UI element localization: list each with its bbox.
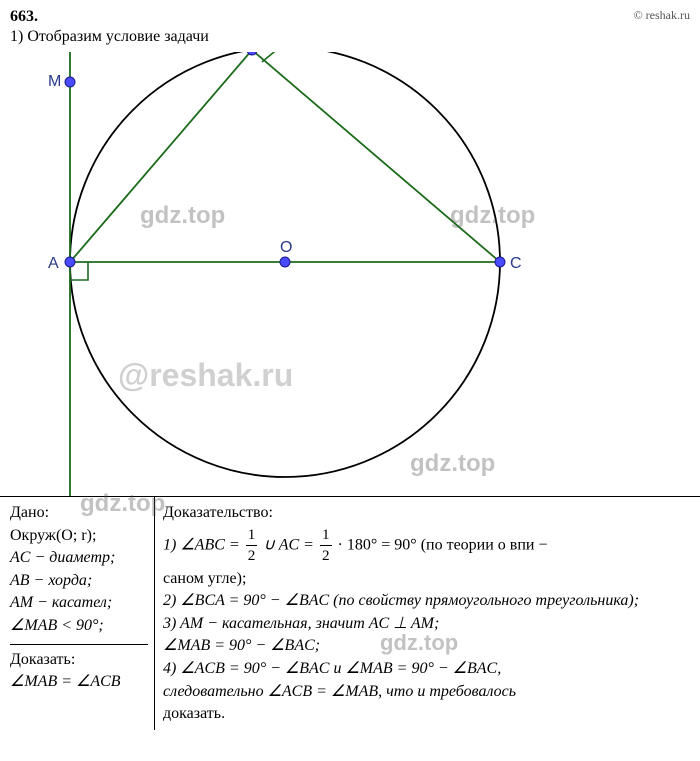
proof-text: 1) ∠ABC =	[163, 536, 244, 553]
watermark-gdz-3: gdz.top	[410, 450, 495, 478]
page: 663. © reshak.ru 1) Отобразим условие за…	[0, 0, 700, 761]
watermark-gdz-4: gdz.top	[80, 490, 165, 518]
chord-BC	[252, 52, 500, 262]
site-credit: © reshak.ru	[634, 8, 690, 26]
fraction: 1 2	[246, 525, 258, 567]
point-M	[65, 77, 75, 87]
point-C	[495, 257, 505, 267]
proof-text: · 180° = 90° (по теории о впи −	[338, 536, 548, 553]
geometry-diagram: M B A O C gdz.top gdz.top gdz.top @resha…	[0, 52, 700, 496]
problem-number: 663.	[10, 8, 38, 26]
proof-step-2: 2) ∠BCA = 90° − ∠BAC (по свойству прямоу…	[163, 590, 694, 612]
given-block: Дано: Окруж(O; r); AC − диаметр; AB − хо…	[10, 502, 148, 645]
fraction: 1 2	[320, 525, 332, 567]
given-line: AM − касател;	[10, 592, 148, 614]
frac-den: 2	[320, 546, 332, 567]
prove-statement: ∠MAB = ∠ACB	[10, 671, 148, 693]
proof-section: Дано: Окруж(O; r); AC − диаметр; AB − хо…	[0, 496, 700, 730]
point-O	[280, 257, 290, 267]
diagram-svg: M B A O C	[0, 52, 700, 496]
label-C: C	[510, 255, 522, 272]
proof-step-3a: 3) AM − касательная, значит AC ⊥ AM;	[163, 613, 694, 635]
label-A: A	[48, 255, 59, 272]
proof-step-3b: ∠MAB = 90° − ∠BAC;	[163, 635, 694, 657]
proof-step-4a: 4) ∠ACB = 90° − ∠BAC и ∠MAB = 90° − ∠BAC…	[163, 658, 694, 680]
given-line: ∠MAB < 90°;	[10, 615, 148, 637]
frac-den: 2	[246, 546, 258, 567]
proof-column: Доказательство: 1) ∠ABC = 1 2 ∪ AC = 1 2…	[155, 497, 700, 730]
proof-step-4b: следовательно ∠ACB = ∠MAB, что и требова…	[163, 681, 694, 703]
proof-title: Доказательство:	[163, 502, 694, 524]
point-A	[65, 257, 75, 267]
proof-text: ∪ AC =	[263, 536, 318, 553]
given-line: AB − хорда;	[10, 570, 148, 592]
proof-step-1b: саном угле);	[163, 568, 694, 590]
watermark-gdz-2: gdz.top	[450, 202, 535, 230]
watermark-reshak: @reshak.ru	[118, 357, 293, 394]
watermark-gdz-1: gdz.top	[140, 202, 225, 230]
given-line: AC − диаметр;	[10, 547, 148, 569]
frac-num: 1	[320, 525, 332, 547]
prove-title: Доказать:	[10, 649, 148, 671]
frac-num: 1	[246, 525, 258, 547]
proof-step-1: 1) ∠ABC = 1 2 ∪ AC = 1 2 · 180° = 90° (п…	[163, 525, 694, 567]
right-angle-B	[262, 52, 274, 62]
proof-step-4c: доказать.	[163, 703, 694, 725]
subtitle: 1) Отобразим условие задачи	[0, 26, 700, 52]
label-O: O	[280, 239, 292, 256]
header: 663. © reshak.ru	[0, 0, 700, 26]
given-column: Дано: Окруж(O; r); AC − диаметр; AB − хо…	[0, 497, 155, 730]
given-line: Окруж(O; r);	[10, 525, 148, 547]
label-M: M	[48, 73, 61, 90]
